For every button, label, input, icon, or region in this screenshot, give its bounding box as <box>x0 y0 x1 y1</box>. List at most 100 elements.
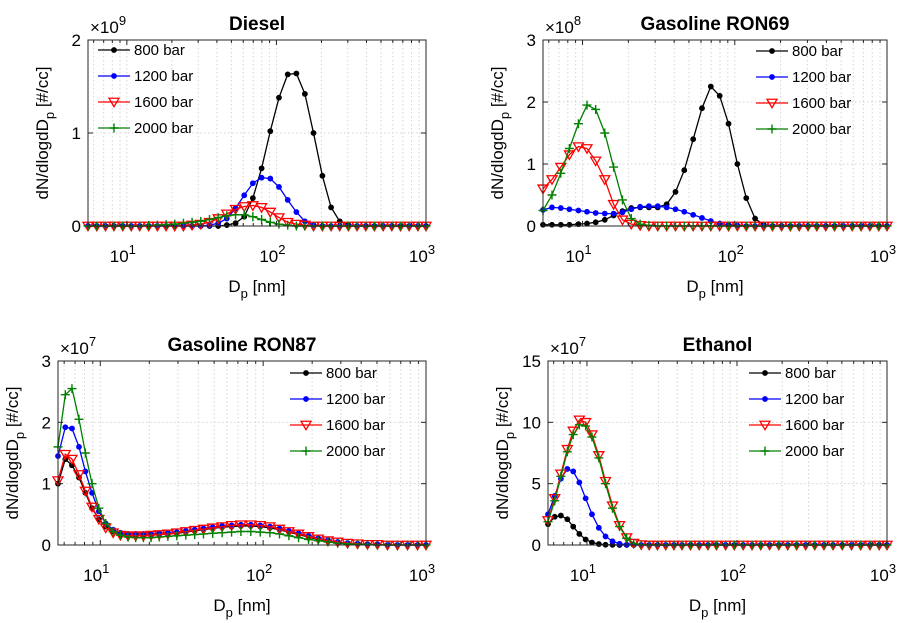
data-point <box>619 209 626 216</box>
axes-box <box>57 360 427 546</box>
data-point <box>654 203 661 210</box>
data-point <box>734 161 741 167</box>
legend-item: 2000 bar <box>290 443 385 460</box>
data-point <box>181 530 191 540</box>
legend-item: 1200 bar <box>756 69 851 86</box>
data-point <box>584 208 590 215</box>
data-point <box>241 192 248 199</box>
data-point <box>592 219 599 226</box>
data-point <box>564 516 571 523</box>
data-point <box>196 216 206 226</box>
data-point <box>153 530 166 541</box>
legend-item: 1600 bar <box>98 94 193 111</box>
data-point <box>589 511 595 518</box>
data-point <box>557 512 564 519</box>
data-point <box>249 180 256 187</box>
data-point <box>343 539 353 549</box>
data-point <box>576 531 583 537</box>
data-point <box>85 502 99 514</box>
data-point <box>263 522 277 533</box>
data-point <box>299 420 313 432</box>
data-point <box>762 370 768 376</box>
y-tick-label: 0 <box>532 536 541 555</box>
data-point <box>752 215 758 222</box>
chart-panel-3: 101 102 103 0 1 2 3 ×107 Gasoline RON87 Dp [nm] dN… <box>3 334 435 620</box>
data-point <box>111 73 117 79</box>
x-tick-label: 103 <box>870 561 896 585</box>
data-point <box>74 414 84 424</box>
data-point <box>601 210 608 217</box>
data-point <box>582 495 589 502</box>
data-point <box>232 220 239 227</box>
data-point <box>589 156 602 167</box>
data-point <box>62 424 69 431</box>
legend-item: 2000 bar <box>749 443 844 460</box>
y-tick-label: 2 <box>72 31 81 50</box>
data-point <box>80 448 90 458</box>
legend-label: 1600 bar <box>785 417 844 434</box>
data-point <box>67 384 77 394</box>
data-point <box>568 430 578 440</box>
data-point <box>600 128 610 138</box>
data-point <box>267 175 274 182</box>
data-point <box>198 529 208 539</box>
data-point <box>248 212 258 222</box>
data-point <box>554 469 567 480</box>
data-point <box>566 206 573 213</box>
data-point <box>626 214 636 224</box>
data-point <box>646 203 652 210</box>
data-point <box>272 213 286 224</box>
data-point <box>190 530 200 540</box>
data-point <box>283 220 293 230</box>
data-point <box>163 531 173 541</box>
legend-item: 2000 bar <box>98 120 193 137</box>
data-point <box>301 446 311 456</box>
legend-label: 2000 bar <box>792 121 851 138</box>
legend-item: 1600 bar <box>756 95 851 112</box>
data-point <box>561 444 574 456</box>
data-point <box>265 217 275 227</box>
data-point <box>579 417 592 429</box>
data-point <box>672 188 679 195</box>
data-point <box>616 215 629 226</box>
x-tick-label: 102 <box>720 561 746 585</box>
data-point <box>562 447 572 457</box>
chart-title: Gasoline RON87 <box>168 335 317 356</box>
x-axis-label: Dp [nm] <box>689 596 746 620</box>
data-point <box>310 130 317 136</box>
y-multiplier: ×108 <box>545 13 581 37</box>
legend-label: 800 bar <box>134 42 185 59</box>
data-point <box>564 144 574 153</box>
data-point <box>637 203 644 210</box>
data-point <box>188 525 201 537</box>
chart-panel-2: 101 102 103 0 1 2 3 ×108 Gasoline RON69 Dp [nm] dN… <box>488 13 896 301</box>
data-point <box>284 71 291 78</box>
data-point <box>556 168 566 178</box>
data-point <box>301 91 308 97</box>
legend-label: 1600 bar <box>134 94 193 111</box>
legend-label: 2000 bar <box>326 443 385 460</box>
data-point <box>585 430 599 441</box>
x-tick-label: 102 <box>246 561 272 585</box>
legend-label: 800 bar <box>792 43 843 60</box>
data-point <box>699 105 705 112</box>
data-point <box>610 210 617 217</box>
y-tick-label: 0 <box>527 217 536 236</box>
data-point <box>258 165 265 172</box>
x-tick-label: 102 <box>259 242 285 266</box>
x-tick-label: 103 <box>870 242 896 266</box>
x-axis: 101 102 103 <box>63 361 435 585</box>
data-point <box>582 100 592 110</box>
y-multiplier: ×109 <box>90 13 126 37</box>
data-point <box>580 144 594 155</box>
x-axis: 101 102 103 <box>93 40 435 266</box>
data-point <box>79 486 92 498</box>
y-tick-label: 2 <box>527 93 536 112</box>
data-point <box>161 220 171 230</box>
data-point <box>222 211 232 221</box>
data-point <box>547 190 557 200</box>
data-point <box>294 533 304 543</box>
y-tick-label: 1 <box>72 124 81 143</box>
data-point <box>264 207 277 219</box>
data-point <box>227 527 237 537</box>
